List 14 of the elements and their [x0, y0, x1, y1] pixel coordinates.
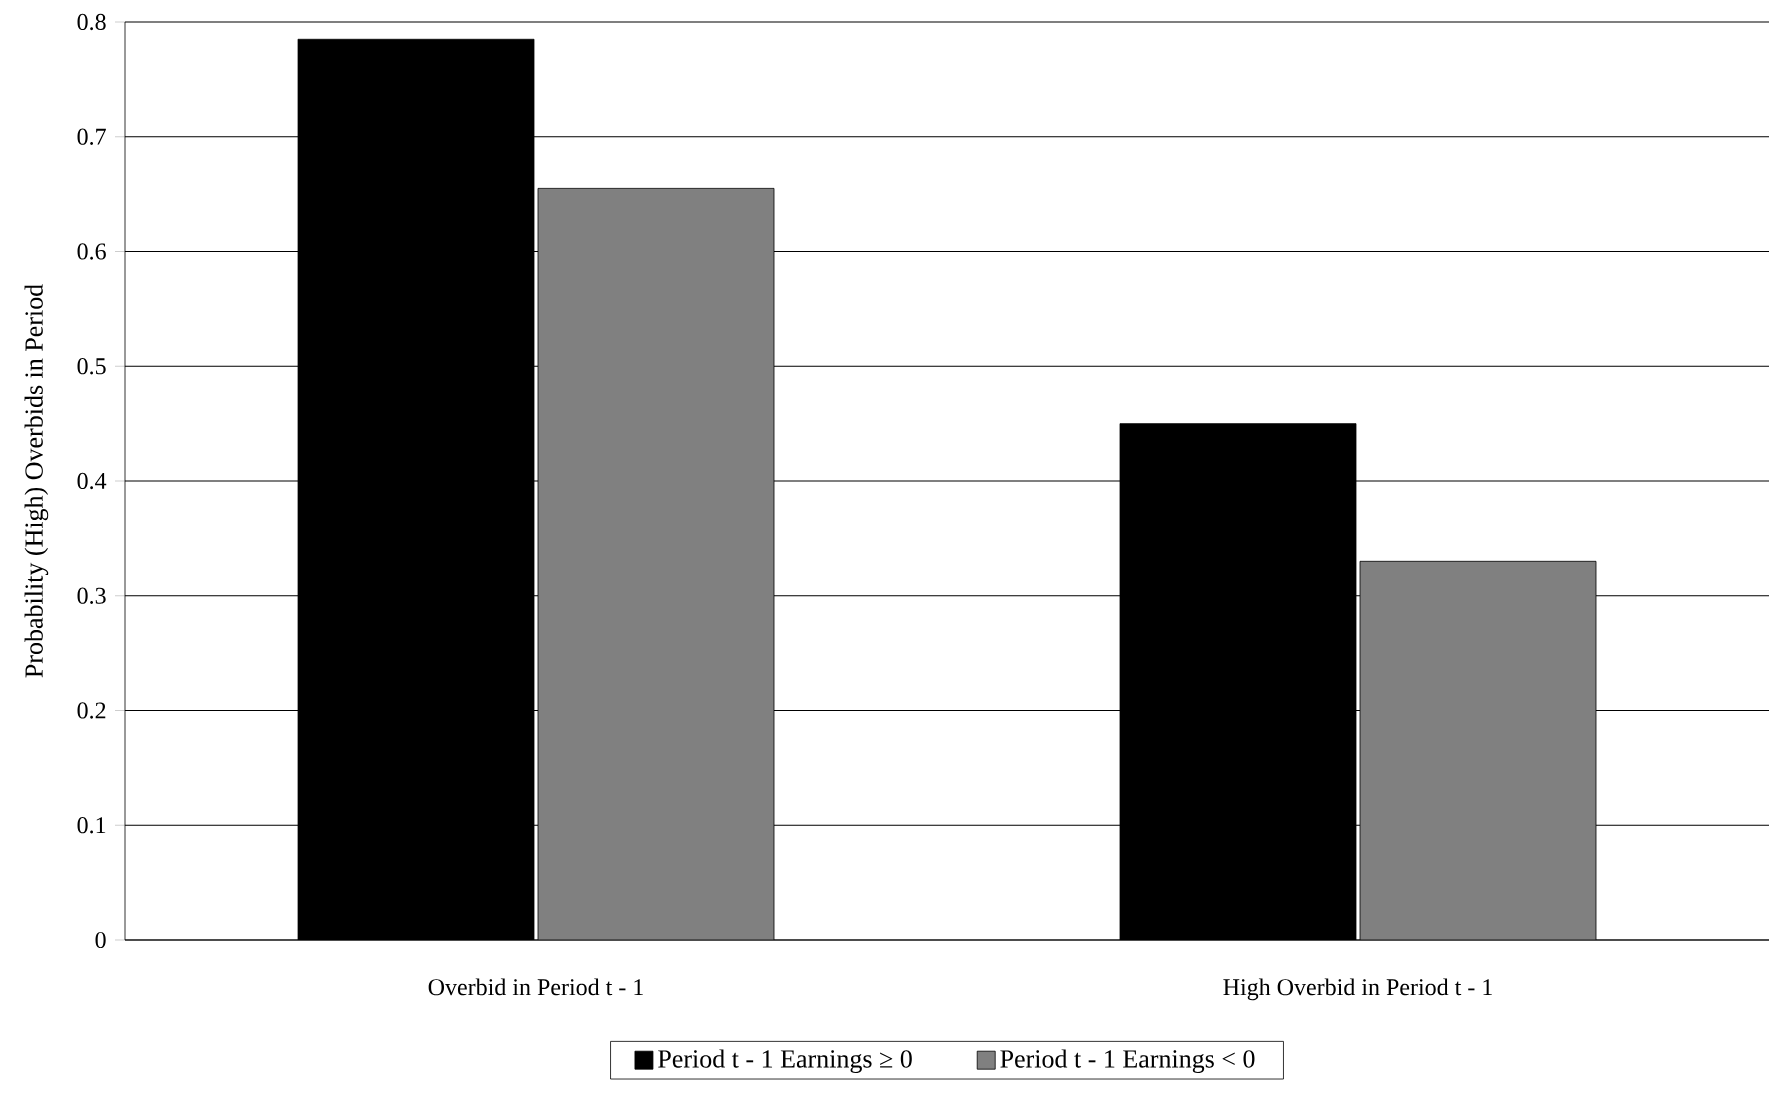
y-tick-label: 0.6	[77, 243, 106, 260]
y-tick-label: 0.7	[77, 128, 106, 145]
y-tick-label: 0.2	[77, 702, 106, 719]
y-tick-label: 0.8	[77, 13, 106, 31]
y-tick-label: 0.1	[77, 817, 106, 834]
y-tick-label: 0.3	[77, 587, 106, 604]
legend-label: Period t - 1 Earnings < 0	[1000, 1049, 1255, 1074]
legend-label: Period t - 1 Earnings ≥ 0	[658, 1049, 912, 1074]
y-tick-label: 0.4	[77, 472, 107, 490]
x-tick-label: Overbid in Period t - 1	[428, 978, 643, 996]
y-tick-label: 0	[95, 931, 106, 949]
y-tick-label: 0.5	[77, 358, 106, 375]
y-axis-title: Probability (High) Overbids in Period	[24, 284, 49, 678]
x-tick-label: High Overbid in Period t - 1	[1223, 978, 1492, 1001]
